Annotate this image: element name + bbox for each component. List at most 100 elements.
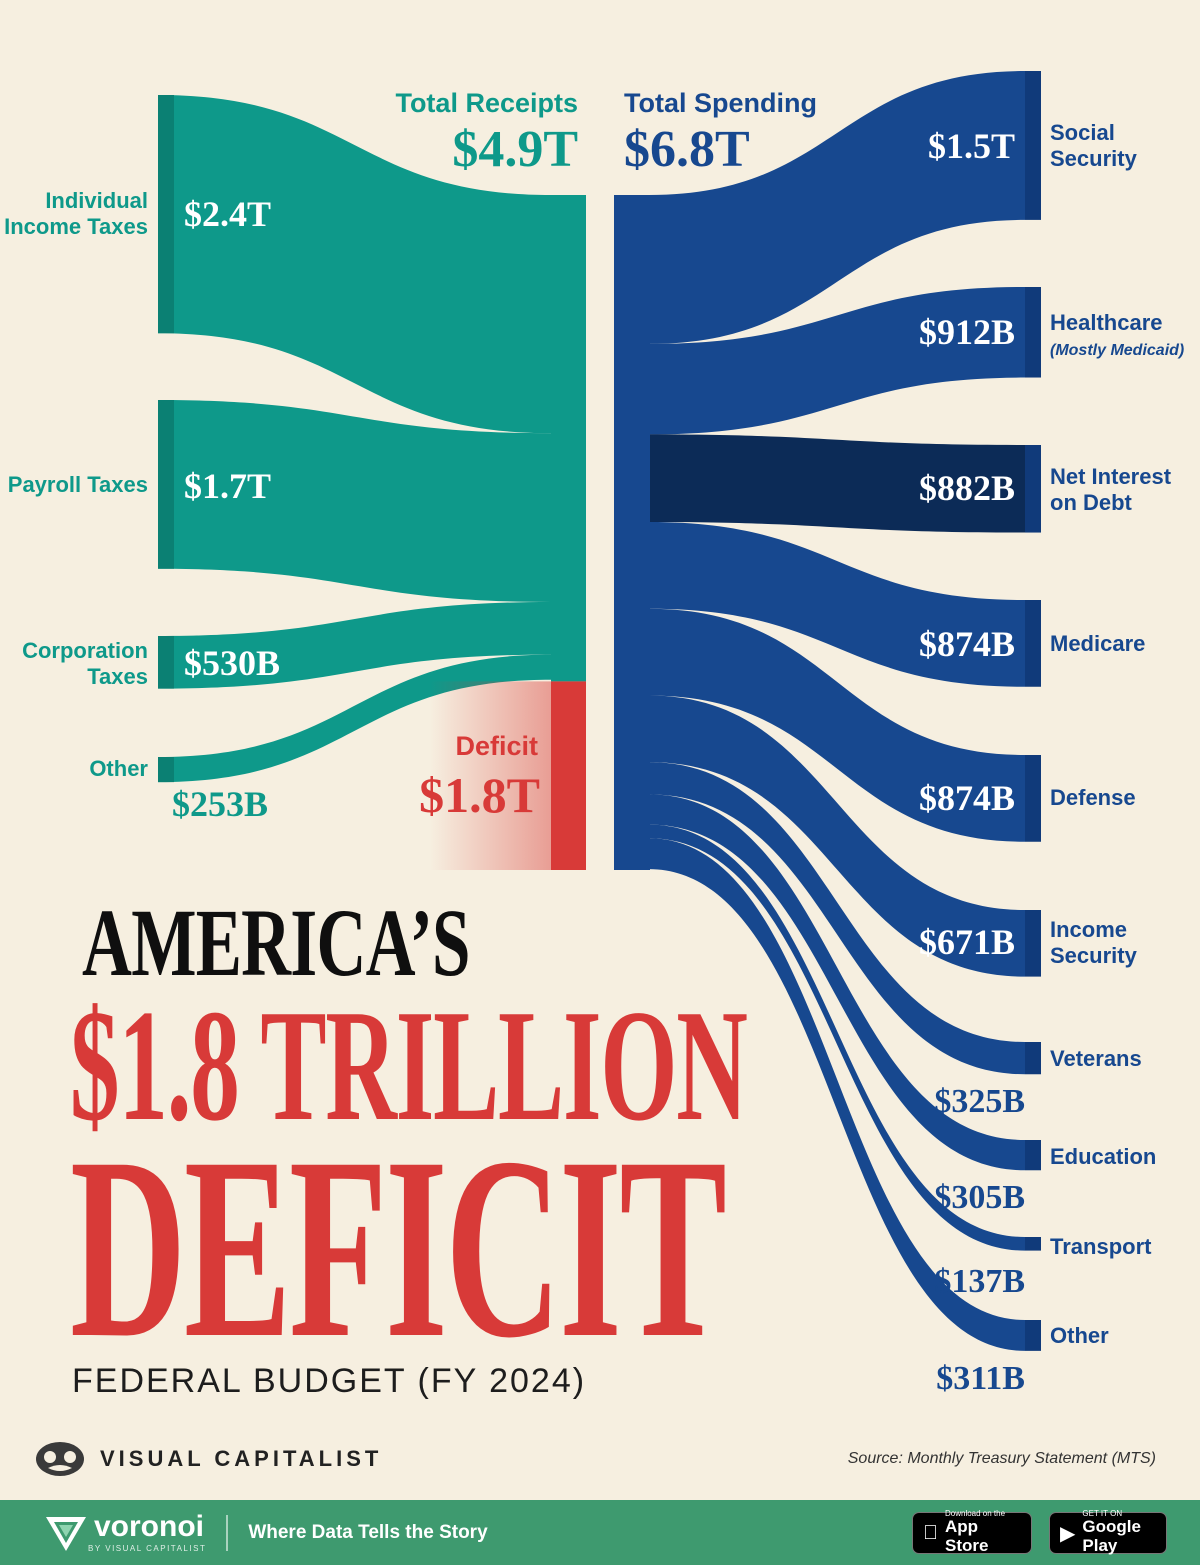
spending-flow (649, 521, 1025, 687)
spending-note: (Mostly Medicaid) (1050, 342, 1184, 359)
play-small: GET IT ON (1082, 1509, 1123, 1519)
spending-bar (1025, 1042, 1041, 1075)
footer-divider (226, 1514, 229, 1551)
spending-label: Defense (1050, 785, 1136, 810)
deficit-label: Deficit (455, 731, 538, 761)
spending-bar (1025, 1320, 1041, 1351)
app-store-button[interactable]:  Download on the App Store (912, 1510, 1032, 1555)
voronoi-name: voronoi (94, 1510, 204, 1543)
google-play-button[interactable]: ▶ GET IT ON Google Play (1049, 1509, 1167, 1555)
deficit-bar (551, 681, 586, 870)
receipt-flow (158, 400, 551, 602)
brand-name: VISUAL CAPITALIST (100, 1446, 383, 1471)
receipt-value: $530B (184, 643, 280, 683)
spending-bar (1025, 71, 1041, 220)
spending-label: Transport (1050, 1234, 1152, 1259)
spending-bar (1025, 1237, 1041, 1251)
receipt-label: Income Taxes (4, 214, 148, 239)
spending-bar (1025, 445, 1041, 533)
title-line-3: DEFICIT (70, 1104, 727, 1392)
spending-bar (1025, 287, 1041, 378)
spending-label: Medicare (1050, 631, 1145, 656)
receipt-flow (158, 601, 551, 689)
receipt-bar (158, 95, 174, 334)
spending-flow (649, 287, 1025, 435)
voronoi-sub: BY VISUAL CAPITALIST (88, 1544, 207, 1553)
play-big: Google Play (1082, 1517, 1141, 1555)
spending-value: $874B (919, 624, 1015, 664)
footer-bar: voronoi BY VISUAL CAPITALIST Where Data … (0, 1500, 1200, 1565)
spending-total-label: Total Spending (624, 88, 817, 118)
spending-flow-cap (650, 434, 680, 522)
subtitle: FEDERAL BUDGET (FY 2024) (72, 1362, 587, 1400)
spending-value: $874B (919, 778, 1015, 818)
spending-value: $311B (936, 1360, 1025, 1397)
deficit-fade (430, 681, 551, 870)
receipt-bar (158, 400, 174, 569)
spending-label: Security (1050, 146, 1138, 171)
spending-flows (614, 71, 1041, 1351)
receipt-bar (158, 636, 174, 689)
spending-flow (649, 71, 1025, 344)
receipt-label: Taxes (87, 664, 148, 689)
spending-label: Healthcare (1050, 310, 1163, 335)
receipt-bar (158, 757, 174, 783)
title-line-1: AMERICA’S (82, 889, 470, 996)
receipt-label: Individual (45, 188, 148, 213)
receipt-value: $253B (172, 784, 268, 824)
receipts-total-value: $4.9T (452, 121, 578, 178)
footer-tagline: Where Data Tells the Story (248, 1521, 488, 1543)
spending-bar (1025, 1140, 1041, 1171)
spending-value: $1.5T (928, 126, 1015, 166)
play-icon: ▶ (1060, 1522, 1076, 1545)
receipts-flows (158, 95, 586, 870)
receipts-total-bar (551, 195, 586, 682)
visual-capitalist-logo-icon (36, 1442, 84, 1476)
spending-flow (649, 794, 1025, 1171)
appstore-big: App Store (930, 1517, 1012, 1555)
spending-total-value: $6.8T (624, 121, 750, 178)
spending-label: Net Interest (1050, 464, 1172, 489)
spending-label: Other (1050, 1323, 1109, 1348)
receipts-total-label: Total Receipts (395, 88, 578, 118)
chart-labels: Total Receipts$4.9T Total Spending$6.8T De… (4, 88, 1184, 1397)
spending-flow (649, 762, 1025, 1075)
spending-bar (1025, 755, 1041, 842)
receipt-flow (158, 95, 551, 434)
title-line-2: $1.8 TRILLION (70, 976, 748, 1154)
apple-icon:  (923, 1522, 938, 1545)
sankey-chart: Total Receipts$4.9T Total Spending$6.8T De… (4, 71, 1184, 1397)
spending-flow (648, 434, 1025, 533)
spending-flow (649, 838, 1025, 1351)
receipt-value: $2.4T (184, 194, 271, 234)
spending-value: $305B (934, 1179, 1025, 1216)
title-block: AMERICA’S $1.8 TRILLION DEFICIT (70, 889, 1161, 1392)
spending-value: $325B (934, 1083, 1025, 1120)
spending-flow (649, 608, 1025, 842)
spending-label: Veterans (1050, 1046, 1142, 1071)
spending-label: on Debt (1050, 490, 1133, 515)
spending-label: Security (1050, 943, 1138, 968)
receipt-value: $1.7T (184, 466, 271, 506)
spending-bar (1025, 600, 1041, 687)
spending-bar (1025, 910, 1041, 977)
spending-value: $882B (919, 468, 1015, 508)
spending-flow (649, 824, 1025, 1251)
appstore-small: Download on the (945, 1510, 1019, 1518)
spending-value: $671B (919, 922, 1015, 962)
spending-flow (649, 695, 1025, 977)
receipt-label: Other (89, 756, 148, 781)
voronoi-logo-icon (46, 1516, 86, 1551)
spending-label: Education (1050, 1144, 1156, 1169)
source-note: Source: Monthly Treasury Statement (MTS) (847, 1450, 1156, 1467)
receipt-label: Corporation (22, 638, 148, 663)
brand: VISUAL CAPITALIST (34, 1440, 382, 1478)
spending-total-bar (614, 195, 650, 870)
voronoi-wordmark[interactable]: voronoi BY VISUAL CAPITALIST (88, 1510, 207, 1554)
spending-label: Income (1050, 917, 1127, 942)
spending-label: Social (1050, 120, 1115, 145)
spending-value: $912B (919, 312, 1015, 352)
receipt-label: Payroll Taxes (8, 472, 148, 497)
spending-value: $137B (934, 1263, 1025, 1300)
deficit-value: $1.8T (419, 767, 540, 823)
